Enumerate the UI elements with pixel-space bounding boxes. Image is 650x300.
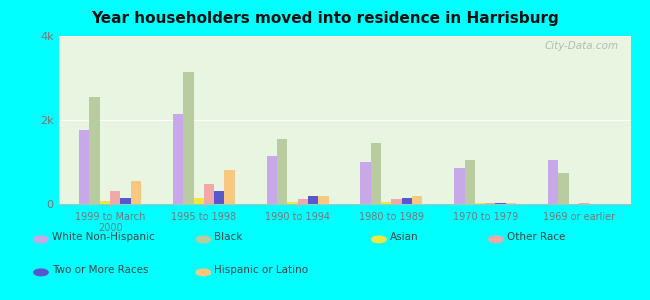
Bar xyxy=(79,130,90,204)
Bar xyxy=(361,162,370,204)
Bar xyxy=(412,196,423,204)
Bar xyxy=(454,168,465,204)
Bar xyxy=(224,170,235,204)
Bar xyxy=(131,181,141,204)
Bar xyxy=(579,203,590,204)
Bar xyxy=(99,201,110,204)
Text: Two or More Races: Two or More Races xyxy=(52,266,148,275)
Text: Hispanic or Latino: Hispanic or Latino xyxy=(214,266,309,275)
Bar xyxy=(90,97,99,204)
Bar xyxy=(381,202,391,204)
Bar xyxy=(402,198,412,204)
Bar xyxy=(214,191,224,204)
Bar xyxy=(277,139,287,204)
Text: White Non-Hispanic: White Non-Hispanic xyxy=(52,232,155,242)
Text: City-Data.com: City-Data.com xyxy=(545,41,619,51)
Text: Asian: Asian xyxy=(390,232,419,242)
Bar xyxy=(266,156,277,204)
Bar xyxy=(308,196,318,204)
Bar xyxy=(298,199,308,204)
Bar xyxy=(173,114,183,204)
Bar xyxy=(506,203,516,204)
Text: Year householders moved into residence in Harrisburg: Year householders moved into residence i… xyxy=(91,11,559,26)
Bar xyxy=(110,190,120,204)
Bar xyxy=(558,172,569,204)
Text: Other Race: Other Race xyxy=(507,232,566,242)
Bar xyxy=(370,143,381,204)
Bar xyxy=(485,203,495,204)
Bar xyxy=(194,198,204,204)
Bar xyxy=(318,196,328,204)
Bar xyxy=(391,199,402,204)
Bar xyxy=(465,160,475,204)
Bar xyxy=(475,203,485,204)
Bar xyxy=(548,160,558,204)
Bar xyxy=(120,198,131,204)
Bar xyxy=(287,202,298,204)
Bar xyxy=(183,72,194,204)
Text: Black: Black xyxy=(214,232,243,242)
Bar xyxy=(495,203,506,204)
Bar xyxy=(204,184,214,204)
